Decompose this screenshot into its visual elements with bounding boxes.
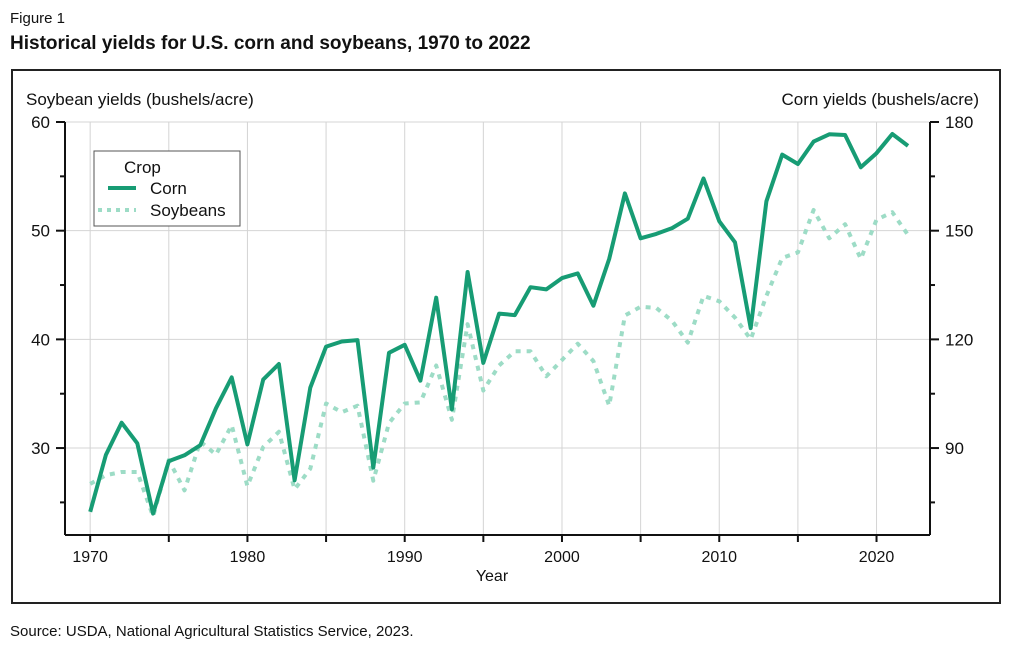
legend-label-corn: Corn (150, 179, 187, 198)
x-tick-label: 2000 (544, 549, 580, 566)
chart-frame (11, 69, 1001, 604)
y-right-tick-label: 120 (945, 330, 973, 349)
source-note: Source: USDA, National Agricultural Stat… (10, 623, 414, 640)
legend-label-soybeans: Soybeans (150, 201, 226, 220)
x-tick-label: 2010 (701, 549, 737, 566)
x-tick-label: 1980 (230, 549, 266, 566)
y-right-tick-label: 150 (945, 222, 973, 241)
y-left-tick-label: 30 (31, 439, 50, 458)
y-axis-left-label: Soybean yields (bushels/acre) (26, 90, 254, 109)
y-right-tick-label: 90 (945, 439, 964, 458)
x-tick-label: 2020 (859, 549, 895, 566)
legend-title: Crop (124, 158, 161, 177)
y-left-tick-label: 40 (31, 330, 50, 349)
x-tick-label: 1970 (72, 549, 108, 566)
legend: Crop Corn Soybeans (93, 150, 241, 227)
series-line-soybeans (89, 208, 910, 519)
series-line-corn (88, 132, 910, 516)
chart-title: Historical yields for U.S. corn and soyb… (10, 33, 531, 54)
x-axis-label: Year (476, 568, 509, 585)
x-tick-label: 1990 (387, 549, 423, 566)
y-right-tick-label: 180 (945, 113, 973, 132)
y-left-tick-label: 60 (31, 113, 50, 132)
y-left-tick-label: 50 (31, 222, 50, 241)
figure-label: Figure 1 (10, 10, 66, 27)
y-axis-right-label: Corn yields (bushels/acre) (782, 90, 979, 109)
